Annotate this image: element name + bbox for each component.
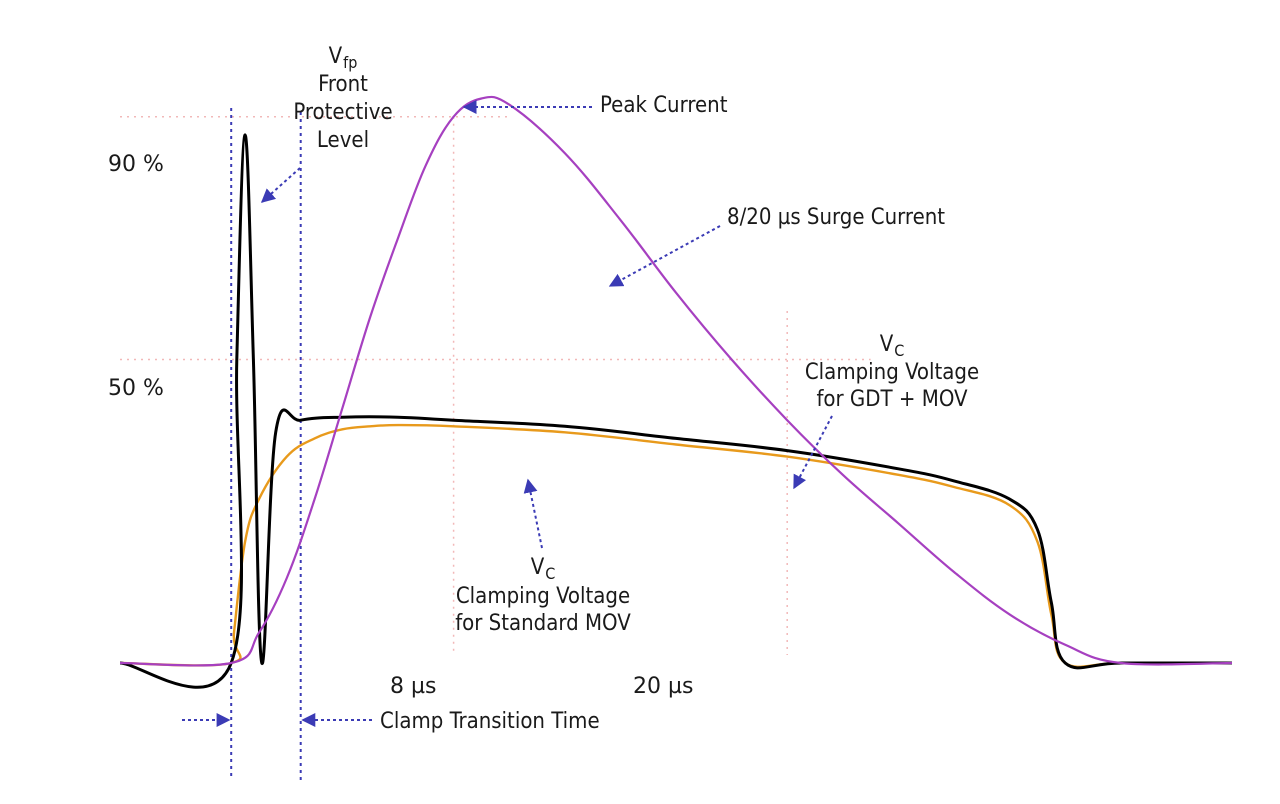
series-surge-current [119, 95, 1233, 667]
x-tick-20us: 20 µs [633, 674, 694, 699]
clamp-transition-label: Clamp Transition Time [380, 709, 600, 734]
vc-mov-label-line2: for Standard MOV [455, 611, 631, 636]
vc-gdt-label-line1: Clamping Voltage [804, 360, 980, 385]
surge-current-label: 8/20 µs Surge Current [727, 205, 946, 230]
vc-mov-arrow [523, 478, 543, 549]
vc-mov-symbol: VC [530, 555, 556, 583]
y-tick-50: 50 % [108, 376, 164, 401]
vc-gdt-label-line2: for GDT + MOV [816, 387, 968, 412]
vfp-label-level: Level [316, 128, 370, 153]
series-clamp-gdt-mov [119, 133, 1232, 689]
vc-gdt-arrow [793, 415, 833, 490]
vfp-symbol: Vfp [328, 44, 358, 72]
vc-gdt-symbol: VC [879, 332, 905, 360]
vfp-label-protective: Protective [293, 100, 393, 125]
surge-current-arrow [608, 225, 721, 287]
vfp-arrow [260, 167, 301, 203]
series-clamp-standard-mov [119, 423, 1232, 669]
y-tick-90: 90 % [108, 152, 164, 177]
x-tick-8us: 8 µs [390, 674, 437, 699]
peak-current-label: Peak Current [600, 93, 728, 118]
vc-mov-label-line1: Clamping Voltage [455, 584, 631, 609]
vfp-label-front: Front [318, 72, 368, 97]
